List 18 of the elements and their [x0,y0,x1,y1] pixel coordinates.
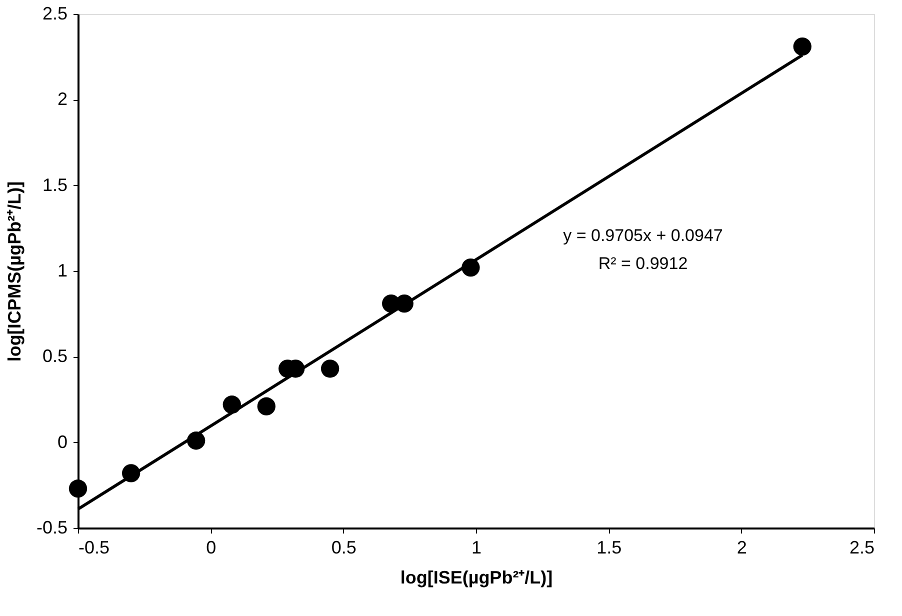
y-axis-title: log[ICPMS(µgPb²⁺/L)] [4,181,24,362]
x-tick-label: 2 [736,538,747,558]
y-tick-label: 0 [57,432,68,452]
y-tick-label: 2 [57,89,68,110]
y-tick-label: 1 [57,260,68,280]
annotation: R² = 0.9912 [598,254,688,273]
x-axis-title: log[ISE(µgPb²⁺/L)] [400,568,553,588]
y-tick-label: -0.5 [36,518,68,538]
x-tick-label: 0 [206,538,216,558]
x-tick-label: 0.5 [331,538,356,558]
annotation: y = 0.9705x + 0.0947 [563,226,723,245]
y-tick-label: 2.5 [42,4,68,24]
x-tick-label: 1.5 [596,538,622,558]
x-tick-label: 2.5 [849,538,874,558]
x-tick-label: -0.5 [78,538,110,558]
y-tick-label: 0.5 [42,346,68,366]
x-tick-label: 1 [471,538,482,558]
y-tick-label: 1.5 [42,174,68,195]
